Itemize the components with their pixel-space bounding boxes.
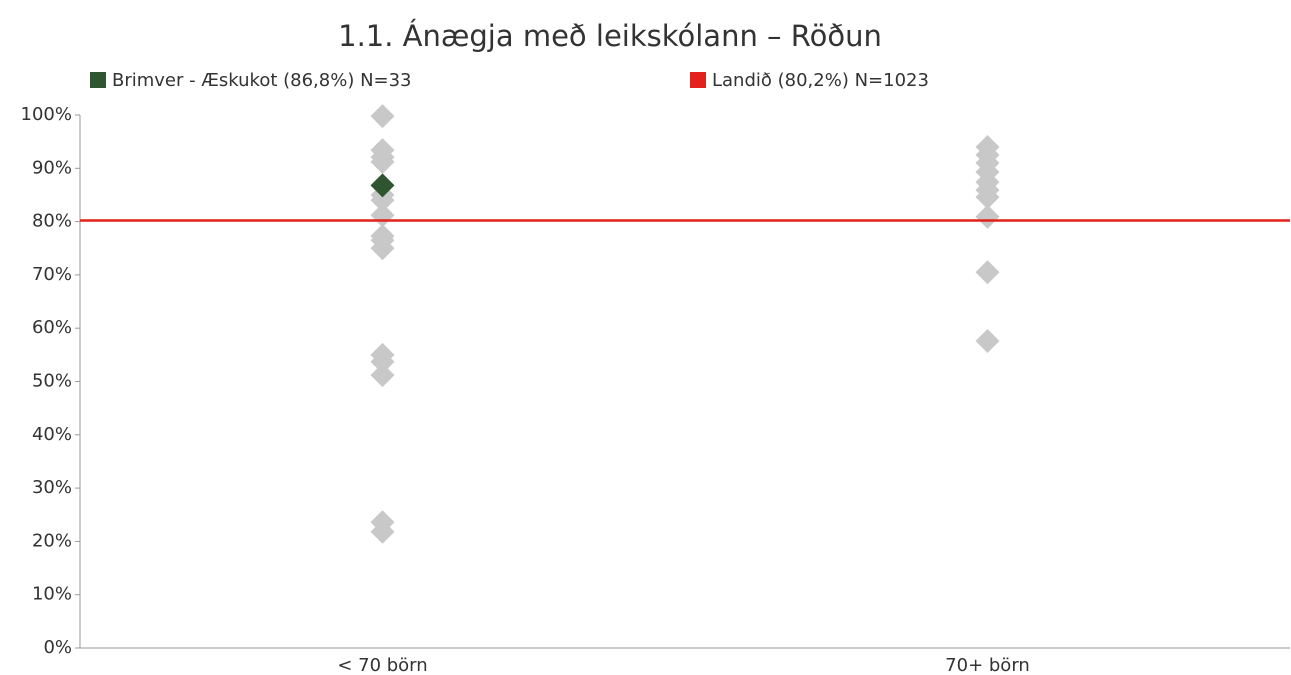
point bbox=[370, 349, 395, 374]
y-tick-label: 50% bbox=[32, 371, 72, 392]
point bbox=[975, 185, 1000, 210]
y-tick-label: 40% bbox=[32, 424, 72, 445]
legend-label: Landið (80,2%) N=1023 bbox=[712, 70, 929, 91]
point bbox=[370, 203, 395, 228]
y-tick-label: 10% bbox=[32, 584, 72, 605]
legend-label: Brimver - Æskukot (86,8%) N=33 bbox=[112, 70, 412, 91]
point bbox=[370, 519, 395, 544]
legend-swatch bbox=[90, 72, 106, 88]
point bbox=[370, 104, 395, 129]
point bbox=[370, 149, 395, 174]
y-tick-label: 20% bbox=[32, 530, 72, 551]
point bbox=[370, 188, 395, 213]
point bbox=[370, 363, 395, 388]
y-tick-label: 100% bbox=[21, 104, 72, 125]
point bbox=[975, 204, 1000, 229]
legend-swatch bbox=[690, 72, 706, 88]
y-tick-label: 90% bbox=[32, 157, 72, 178]
y-tick-label: 0% bbox=[43, 637, 72, 658]
point bbox=[370, 173, 395, 198]
y-tick-label: 70% bbox=[32, 264, 72, 285]
point bbox=[370, 236, 395, 261]
y-tick-label: 30% bbox=[32, 477, 72, 498]
x-tick-label: < 70 börn bbox=[337, 655, 427, 675]
point bbox=[975, 328, 1000, 353]
x-tick-label: 70+ börn bbox=[945, 655, 1030, 675]
y-tick-label: 60% bbox=[32, 317, 72, 338]
point bbox=[975, 260, 1000, 285]
y-tick-label: 80% bbox=[32, 211, 72, 232]
chart-title: 1.1. Ánægja með leikskólann – Röðun bbox=[338, 19, 882, 53]
